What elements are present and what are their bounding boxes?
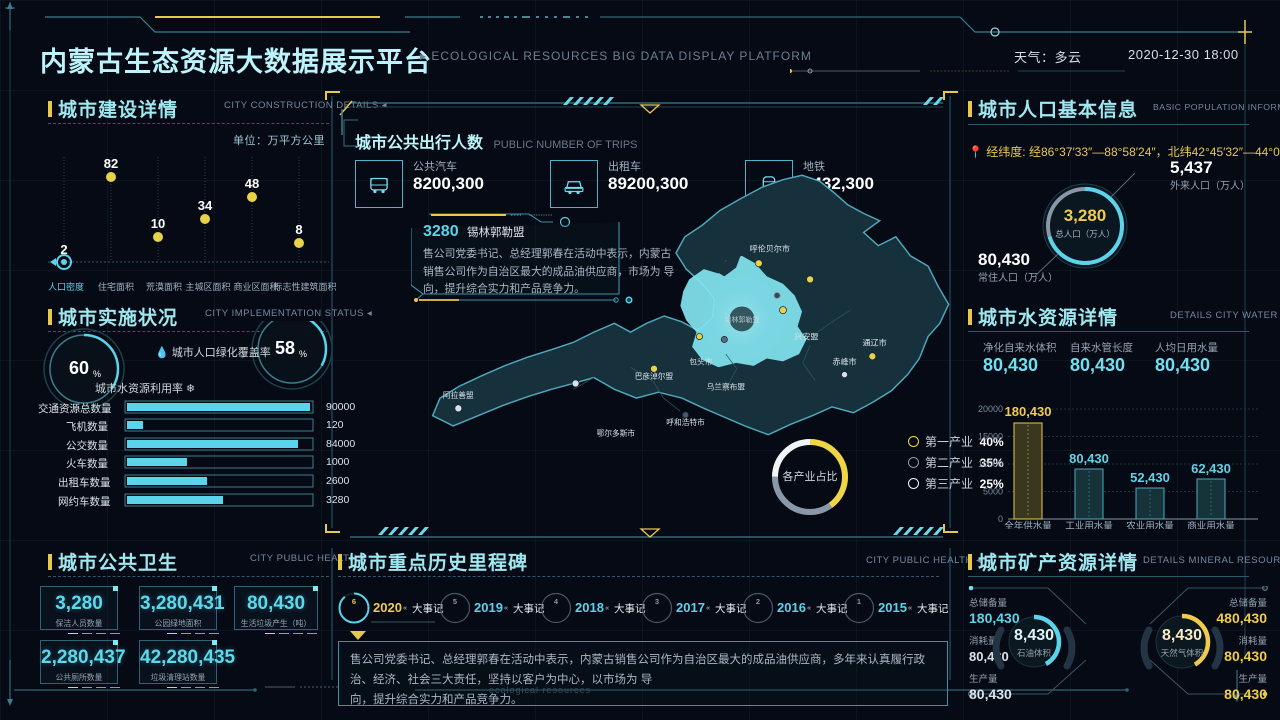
svg-text:巴彦淖尔盟: 巴彦淖尔盟 [635,371,674,381]
svg-text:8: 8 [295,222,302,237]
svg-text:%: % [299,349,307,359]
svg-text:%: % [93,369,101,379]
svg-text:石油体积: 石油体积 [1017,648,1052,658]
svg-text:480,430: 480,430 [1216,610,1267,626]
svg-text:赤峰市: 赤峰市 [832,356,856,366]
svg-text:«: « [908,603,912,612]
svg-text:2018: 2018 [575,600,604,615]
svg-text:4: 4 [554,597,559,606]
svg-text:鄂尔多斯市: 鄂尔多斯市 [597,428,636,438]
svg-text:农业用水量: 农业用水量 [1126,520,1174,529]
svg-text:通辽市: 通辽市 [863,337,887,347]
svg-text:工业用水量: 工业用水量 [1065,520,1113,529]
svg-text:2: 2 [756,597,760,606]
svg-text:呼伦贝尔市: 呼伦贝尔市 [750,244,790,254]
svg-text:2019: 2019 [474,600,503,615]
svg-text:60: 60 [69,358,89,378]
svg-text:总人口（万人）: 总人口（万人） [1055,229,1115,239]
svg-text:10000: 10000 [978,459,1003,469]
svg-text:大事记: 大事记 [412,602,444,615]
svg-text:«: « [807,603,811,612]
svg-text:消耗量: 消耗量 [1238,635,1267,647]
svg-text:80,430: 80,430 [1224,686,1267,701]
svg-text:«: « [706,603,710,612]
svg-text:锡林郭勒盟: 锡林郭勒盟 [725,315,760,324]
svg-text:呼和浩特市: 呼和浩特市 [666,417,705,427]
svg-text:0: 0 [998,514,1003,524]
svg-text:«: « [504,603,508,612]
svg-text:2015: 2015 [878,600,907,615]
svg-text:34: 34 [198,198,213,213]
svg-text:8,430: 8,430 [1014,627,1054,644]
svg-text:阿拉善盟: 阿拉善盟 [443,390,474,400]
svg-text:2016: 2016 [777,600,806,615]
svg-text:各产业占比: 各产业占比 [783,469,838,483]
svg-text:58: 58 [275,338,295,358]
svg-text:天然气体积: 天然气体积 [1161,648,1204,658]
svg-text:5: 5 [453,597,457,606]
svg-text:3: 3 [655,597,659,606]
svg-text:80,430: 80,430 [1069,451,1109,466]
svg-text:5000: 5000 [983,487,1003,497]
svg-text:«: « [403,603,407,612]
svg-text:包头市: 包头市 [689,356,712,366]
svg-text:生产量: 生产量 [969,673,998,685]
svg-text:兴安盟: 兴安盟 [794,331,818,341]
svg-text:180,430: 180,430 [969,610,1020,626]
svg-text:15000: 15000 [978,432,1003,442]
svg-text:生产量: 生产量 [1238,673,1267,685]
svg-text:«: « [605,603,609,612]
svg-text:180,430: 180,430 [1005,404,1052,419]
svg-text:2: 2 [60,242,67,257]
svg-text:80,430: 80,430 [969,649,1009,664]
svg-text:8,430: 8,430 [1162,627,1202,644]
svg-text:80,430: 80,430 [1224,648,1267,664]
svg-text:大事记: 大事记 [614,602,646,615]
svg-text:62,430: 62,430 [1191,461,1231,476]
svg-text:82: 82 [104,156,118,171]
svg-text:2020: 2020 [373,600,402,615]
svg-text:乌兰察布盟: 乌兰察布盟 [707,381,746,391]
svg-text:大事记: 大事记 [715,602,747,615]
svg-text:大事记: 大事记 [816,602,848,615]
svg-text:3,280: 3,280 [1064,206,1107,225]
svg-text:80,430: 80,430 [969,686,1012,701]
svg-text:总储备量: 总储备量 [1229,597,1268,609]
svg-text:2017: 2017 [676,600,705,615]
svg-text:48: 48 [245,176,259,191]
svg-text:20000: 20000 [978,404,1003,414]
svg-text:总储备量: 总储备量 [969,597,1008,609]
svg-text:商业用水量: 商业用水量 [1187,520,1235,529]
svg-text:全年供水量: 全年供水量 [1004,520,1052,529]
svg-text:10: 10 [151,216,165,231]
svg-text:大事记: 大事记 [917,602,948,615]
svg-text:1: 1 [857,597,861,606]
svg-text:52,430: 52,430 [1130,470,1170,485]
svg-text:6: 6 [352,597,356,606]
svg-text:大事记: 大事记 [513,602,545,615]
